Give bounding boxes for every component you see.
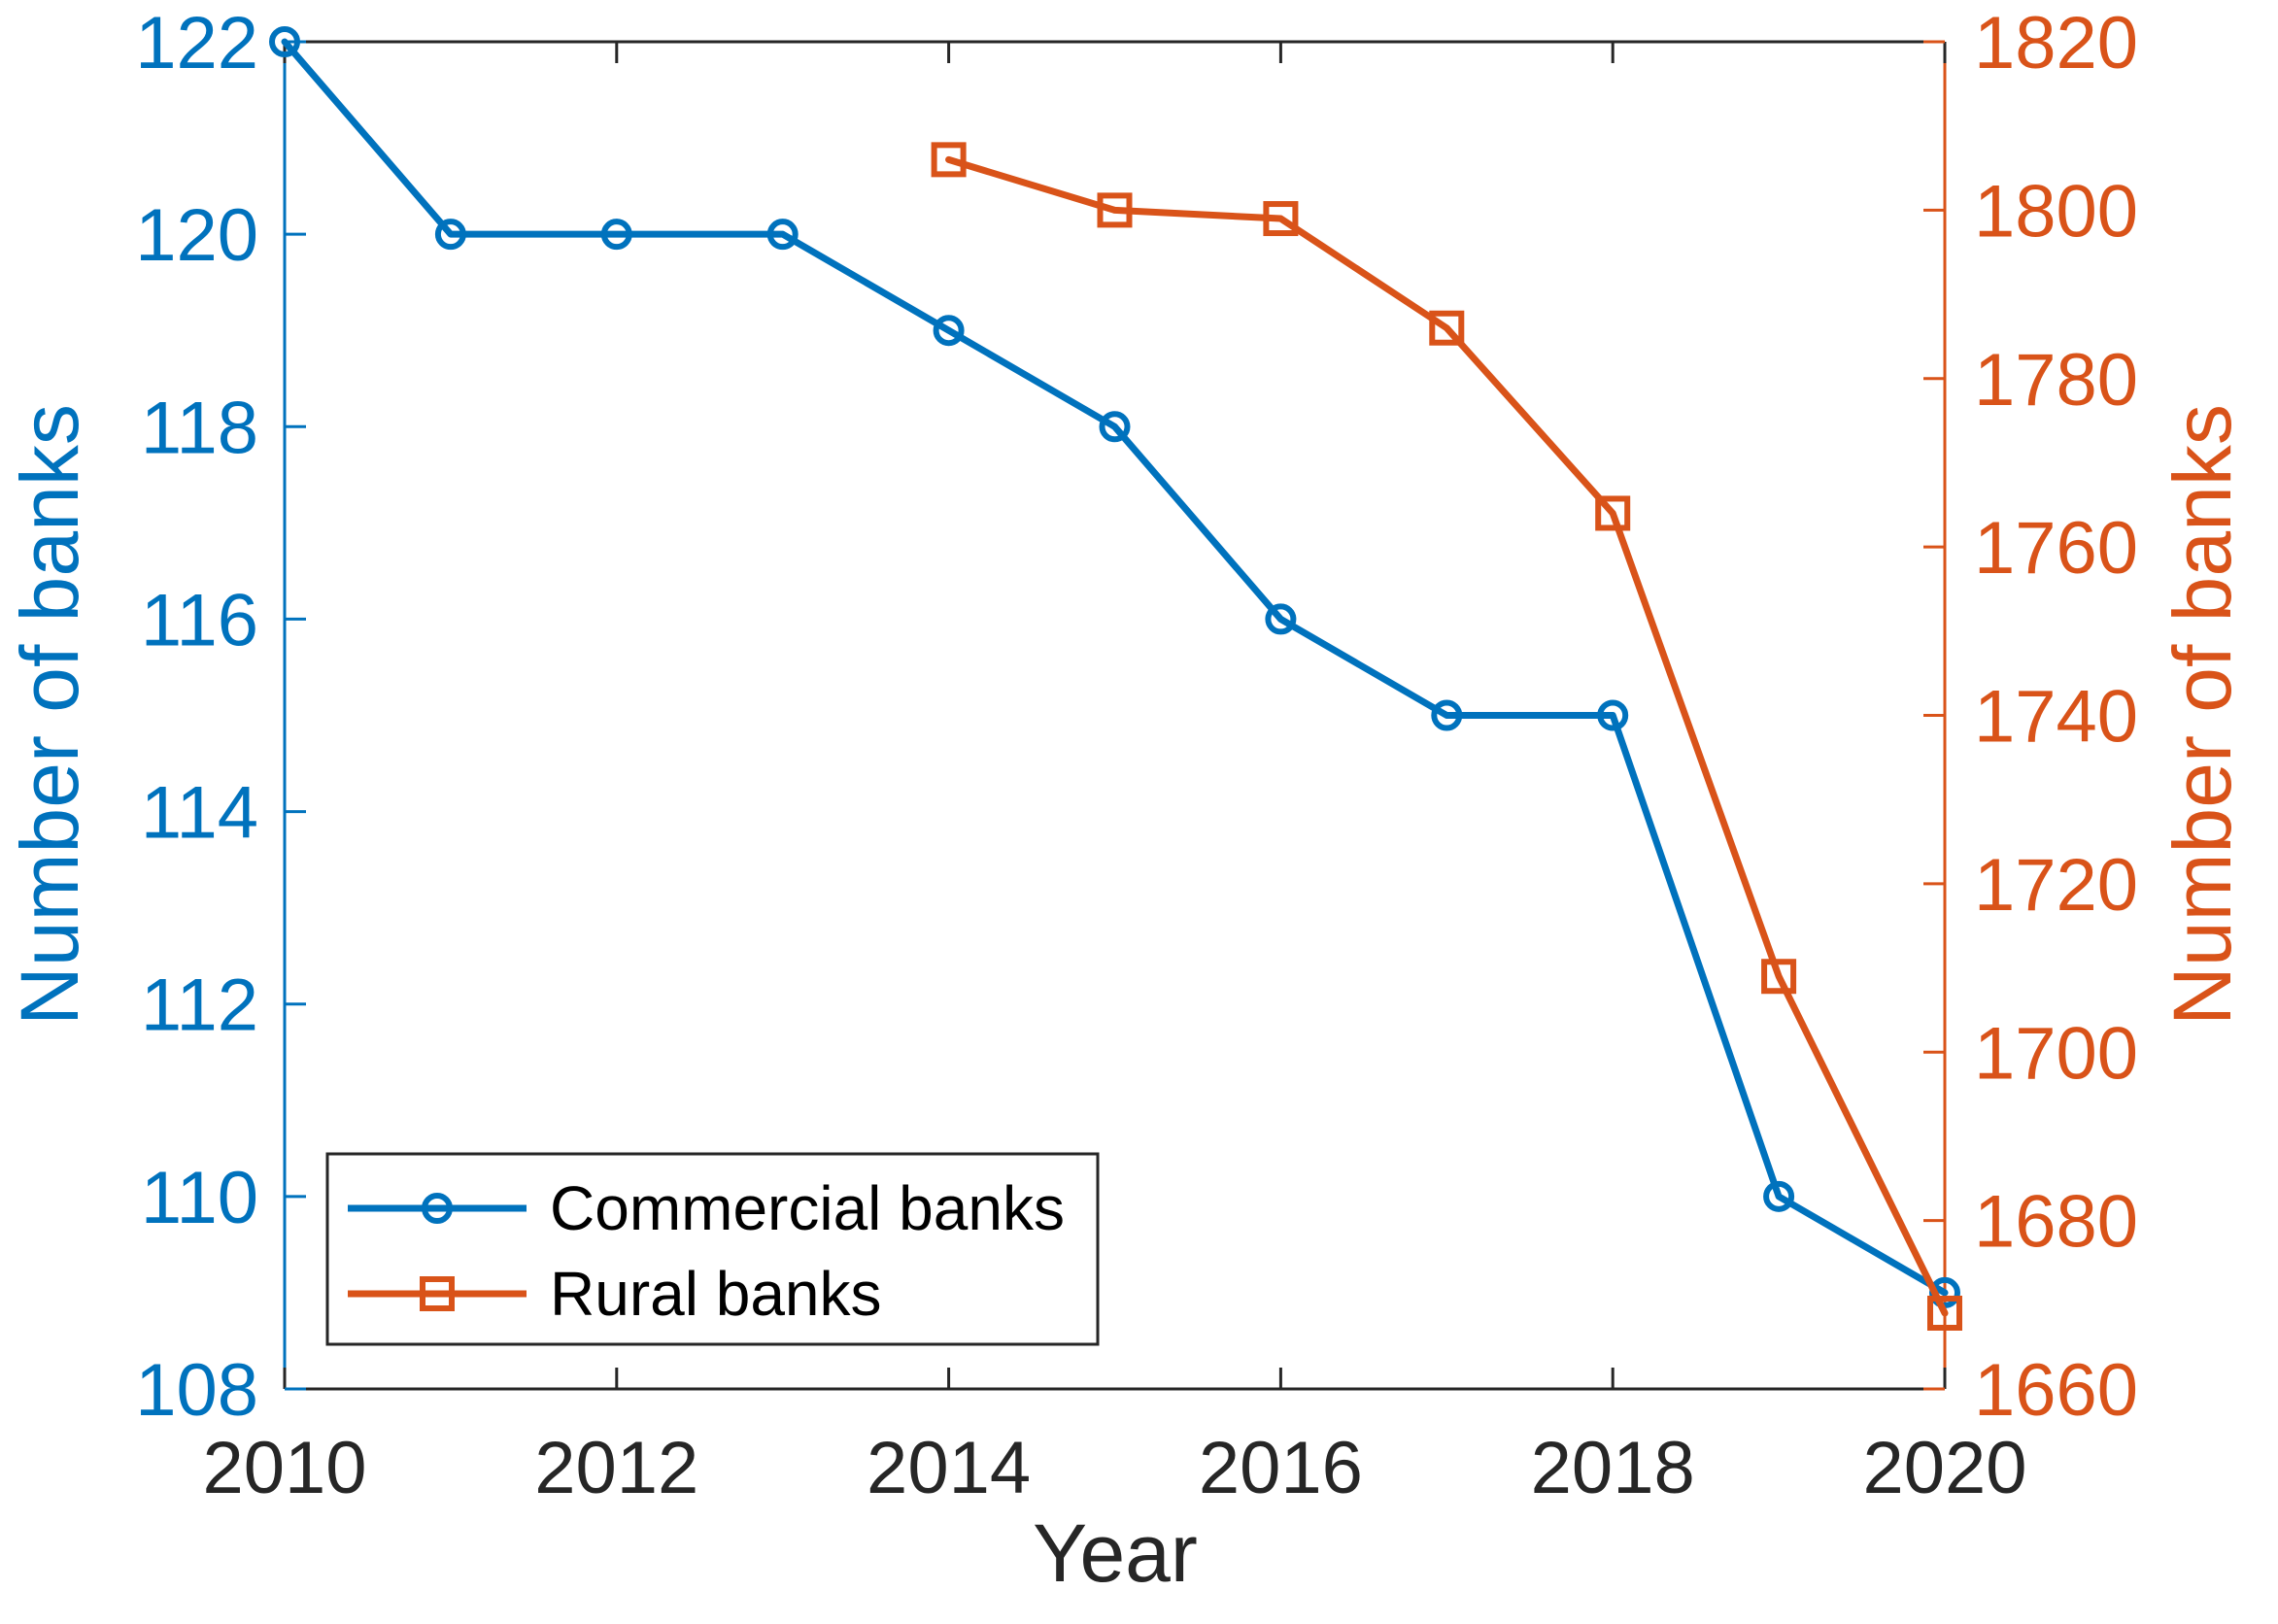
right-y-tick-label: 1700	[1974, 1012, 2138, 1095]
x-tick-label: 2010	[202, 1427, 366, 1509]
x-tick-label: 2020	[1862, 1427, 2026, 1509]
x-axis-label: Year	[1033, 1507, 1198, 1599]
left-y-tick-label: 122	[135, 2, 258, 85]
legend-label-rural-banks: Rural banks	[550, 1259, 882, 1329]
x-tick-label: 2012	[534, 1427, 698, 1509]
right-y-tick-label: 1820	[1974, 2, 2138, 85]
legend-label-commercial-banks: Commercial banks	[550, 1173, 1065, 1243]
data-point-marker	[933, 315, 965, 347]
right-y-tick-label: 1780	[1974, 339, 2138, 422]
series-line	[945, 155, 1949, 1317]
right-y-tick-label: 1760	[1974, 507, 2138, 590]
legend: Commercial banks Rural banks	[325, 1152, 1100, 1346]
right-y-tick-label: 1740	[1974, 676, 2138, 759]
left-y-tick-label: 118	[141, 387, 258, 469]
left-y-tick-label: 108	[135, 1349, 258, 1432]
x-tick-label: 2018	[1531, 1427, 1695, 1509]
legend-square-marker-icon	[420, 1276, 455, 1311]
axes-layer: 2010 2012 2014 2016 2018 2020 108 110 112 114 116 1…	[135, 2, 2138, 1509]
data-point-marker	[931, 142, 967, 178]
right-y-tick-label: 1800	[1974, 170, 2138, 253]
data-point-marker	[1097, 192, 1133, 228]
left-y-tick-label: 110	[141, 1157, 258, 1239]
right-y-tick-label: 1660	[1974, 1349, 2138, 1432]
data-point-marker	[1763, 1180, 1795, 1212]
series-layer	[269, 26, 1962, 1331]
left-y-tick-label: 114	[141, 772, 258, 855]
right-y-axis-label: Number of banks	[2157, 404, 2248, 1026]
right-y-tick-label: 1720	[1974, 844, 2138, 927]
data-point-marker	[1761, 959, 1797, 995]
data-point-marker	[1263, 201, 1299, 237]
legend-circle-marker-icon	[422, 1193, 453, 1224]
data-point-marker	[1265, 603, 1297, 635]
left-y-tick-label: 116	[141, 579, 258, 661]
data-point-marker	[1595, 495, 1631, 531]
data-point-marker	[269, 26, 300, 57]
left-y-axis-label: Number of banks	[4, 404, 95, 1026]
data-point-marker	[1429, 310, 1465, 346]
data-point-marker	[1431, 699, 1463, 731]
series-line	[281, 38, 1949, 1297]
left-y-tick-label: 120	[135, 194, 258, 277]
x-tick-label: 2016	[1199, 1427, 1363, 1509]
data-point-marker	[1099, 411, 1131, 443]
data-point-marker	[434, 219, 466, 251]
legend-box	[325, 1152, 1100, 1346]
x-tick-label: 2014	[867, 1427, 1031, 1509]
data-point-marker	[766, 219, 799, 251]
right-y-tick-label: 1680	[1974, 1181, 2138, 1264]
data-point-marker	[600, 219, 632, 251]
left-y-tick-label: 112	[141, 964, 258, 1047]
data-point-marker	[1597, 699, 1629, 731]
data-point-marker	[1927, 1295, 1962, 1331]
